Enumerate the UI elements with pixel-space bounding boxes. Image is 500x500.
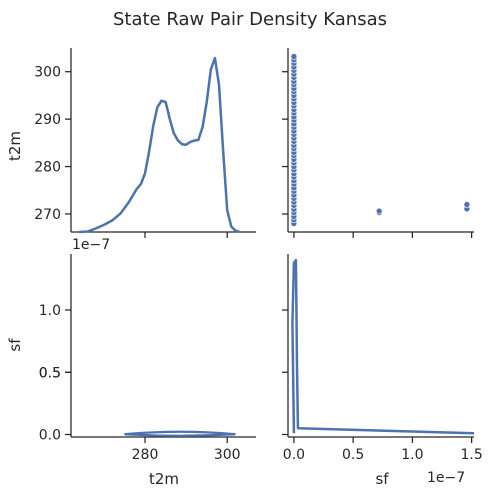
sf-x-tick-label-1: 0.5 bbox=[342, 447, 364, 463]
y-tick-label-270: 270 bbox=[34, 207, 61, 223]
y-axis-label-t2m: t2m bbox=[6, 131, 24, 161]
bl-y-tick-label-1.0: 1.0 bbox=[39, 303, 61, 319]
x-axis-label-sf: sf bbox=[375, 470, 389, 488]
x-axis-label-t2m: t2m bbox=[149, 470, 179, 488]
sf-offset-label: 1e−7 bbox=[427, 470, 465, 486]
y-tick-label-290: 290 bbox=[34, 112, 61, 128]
bivariate-kde-contour bbox=[124, 430, 236, 437]
bl-x-tick-label-280: 280 bbox=[132, 447, 159, 463]
y-tick-label-300: 300 bbox=[34, 65, 61, 81]
bl-y-tick-label-0.5: 0.5 bbox=[39, 365, 61, 381]
bl-x-tick-label-300: 300 bbox=[214, 447, 241, 463]
sf-x-tick-label-0: 0.0 bbox=[283, 447, 305, 463]
y-axis-label-sf: sf bbox=[6, 338, 24, 352]
scatter-point-51 bbox=[463, 201, 471, 208]
panel-t2m-density: 270 280 290 300 bbox=[34, 48, 256, 238]
chart-title: State Raw Pair Density Kansas bbox=[113, 9, 387, 30]
panel-t2m-vs-sf-scatter bbox=[282, 48, 474, 238]
panel-sf-density: 0.0 0.5 1.0 1.5 bbox=[282, 254, 483, 463]
bl-y-tick-label-0.5: 0.5 bbox=[39, 365, 61, 381]
sf-x-tick-label-3: 1.5 bbox=[460, 447, 482, 463]
density-offset-label: 1e−7 bbox=[72, 237, 110, 253]
y-tick-label-280: 280 bbox=[34, 160, 61, 176]
bl-y-tick-label-0.0: 0.0 bbox=[39, 428, 61, 444]
sf-density-curve bbox=[291, 258, 475, 435]
scatter-point-49 bbox=[375, 207, 383, 215]
axis-labels: t2m sf t2m sf 1e−7 1e−7 bbox=[6, 131, 465, 488]
scatter-point-47 bbox=[290, 53, 298, 60]
t2m-density-curve bbox=[79, 56, 240, 234]
sf-x-tick-label-2: 1.0 bbox=[401, 447, 423, 463]
